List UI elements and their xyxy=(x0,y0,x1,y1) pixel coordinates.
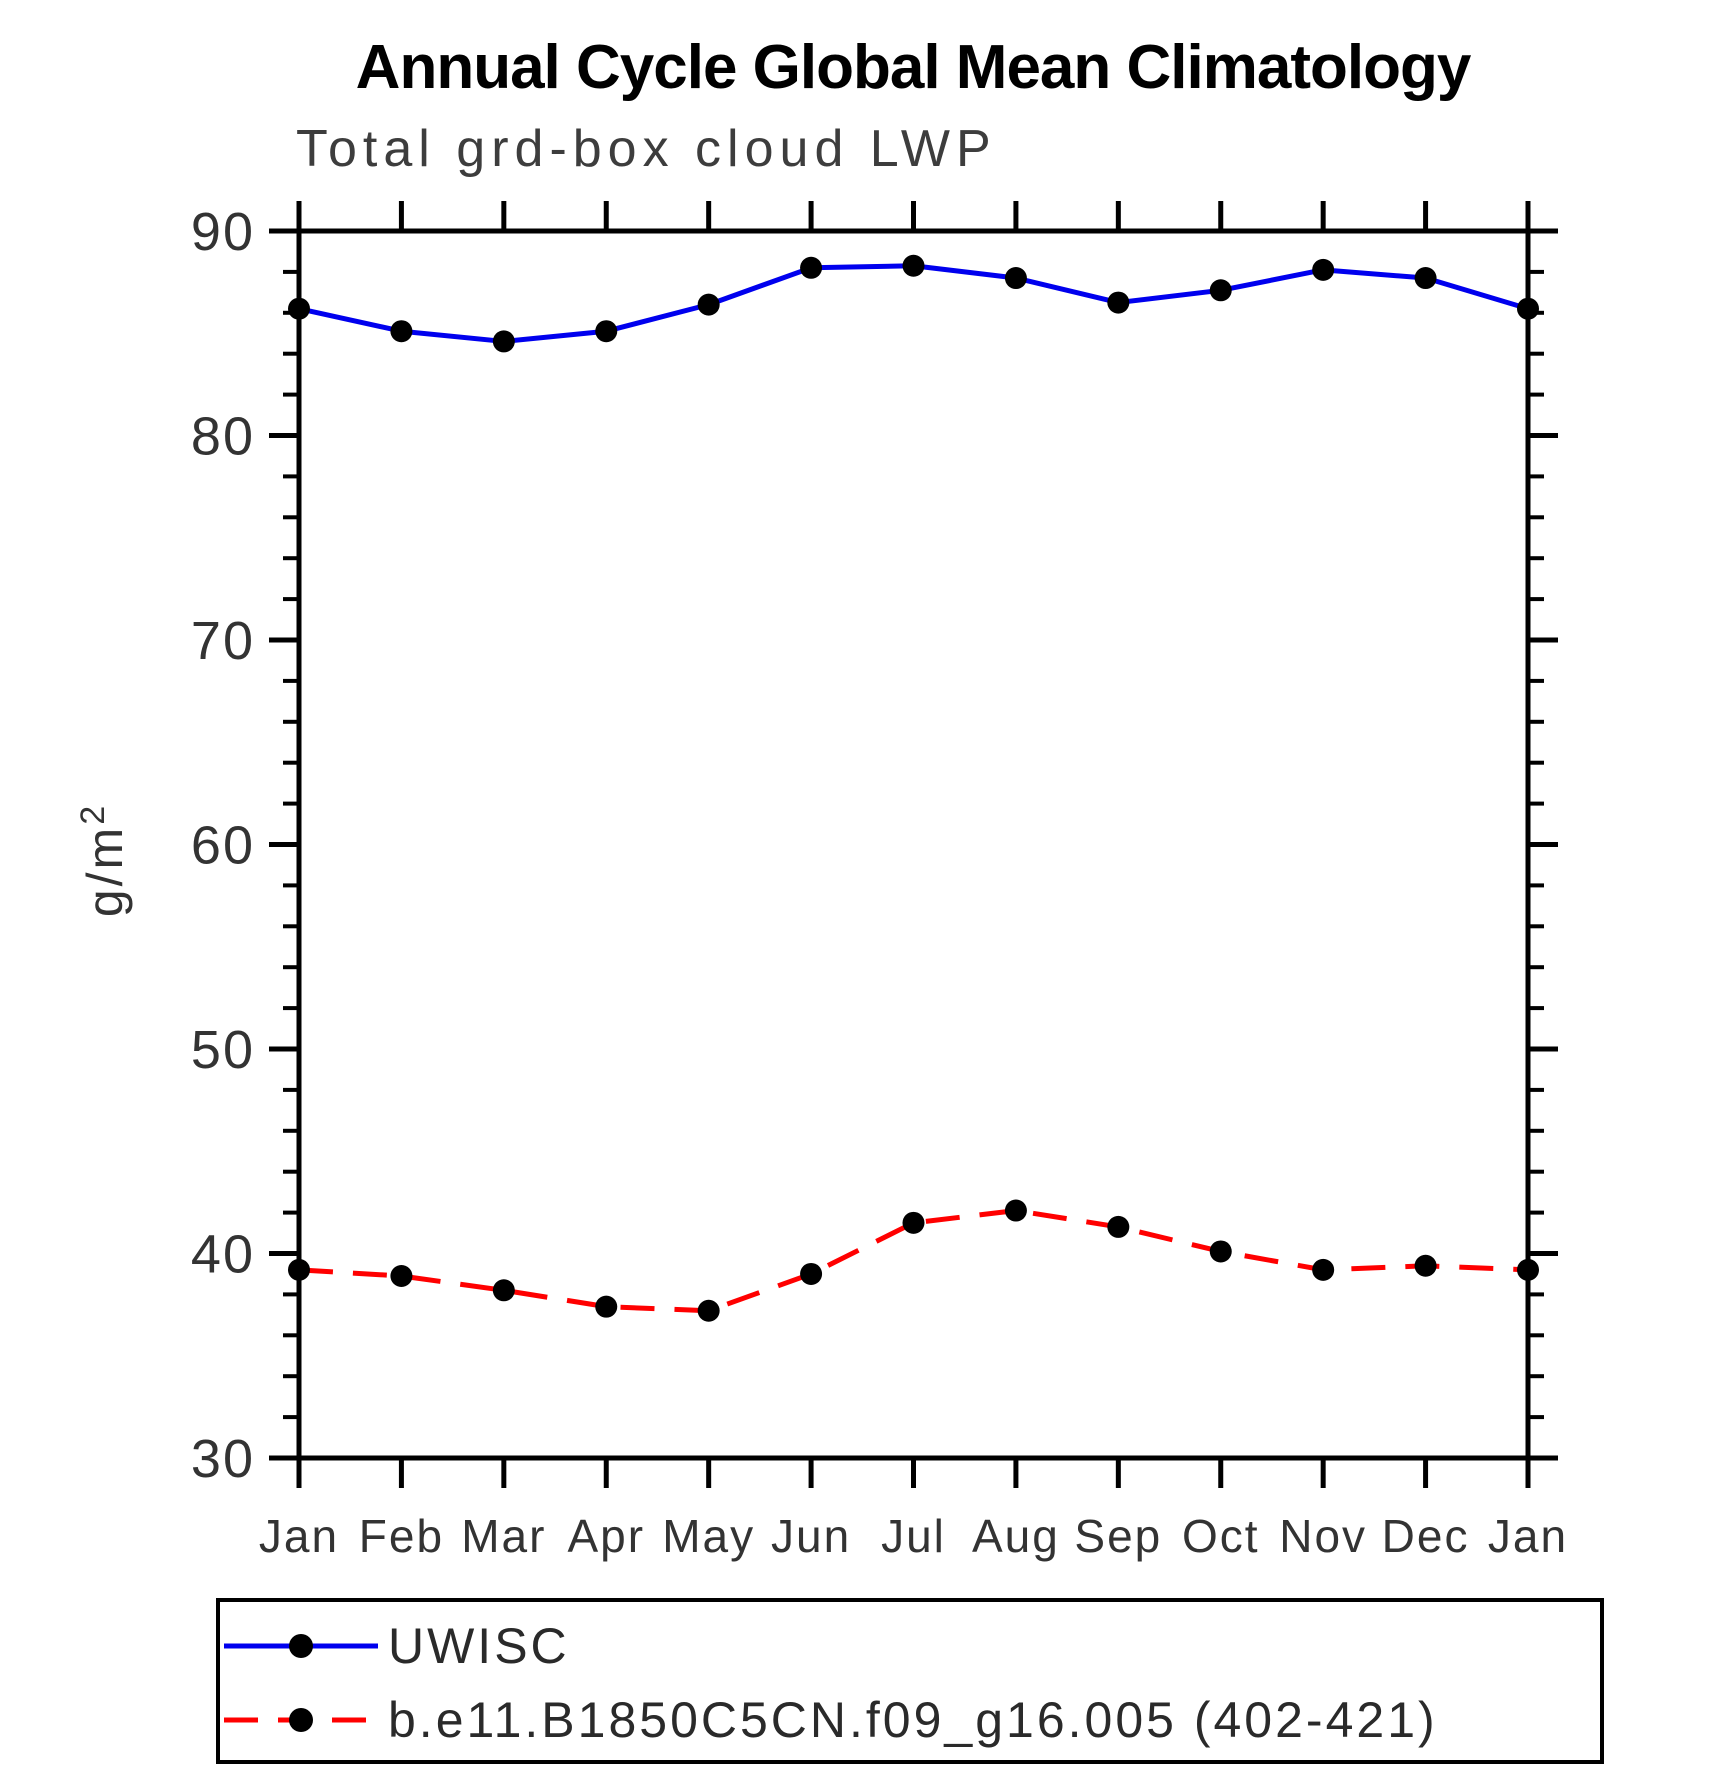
y-tick-label: 30 xyxy=(191,1429,255,1489)
data-point-0-Jan xyxy=(288,297,310,320)
legend-box xyxy=(216,1598,1604,1764)
y-tick-label: 60 xyxy=(191,815,255,875)
plot-frame xyxy=(296,228,1531,1461)
data-point-1-Aug xyxy=(1004,1199,1027,1222)
data-point-1-Jan xyxy=(288,1258,310,1281)
data-point-0-Aug xyxy=(1004,267,1027,290)
x-tick-label: Apr xyxy=(567,1510,645,1562)
x-axis-tick-labels: Jan Feb Mar Apr May Jun Jul Aug Sep Oct Nov Dec Jan xyxy=(259,1510,1568,1562)
data-point-0-Mar xyxy=(492,330,515,353)
y-tick-label: 80 xyxy=(191,406,255,466)
y-axis-title: g/m2 xyxy=(74,803,133,917)
legend-label-uwisc: UWISC xyxy=(388,1618,570,1674)
y-tick-label: 90 xyxy=(191,202,255,262)
x-tick-label: Jun xyxy=(771,1510,851,1562)
data-point-0-Nov xyxy=(1312,258,1335,281)
axis-ticks xyxy=(269,201,1558,1488)
y-tick-label: 50 xyxy=(191,1020,255,1080)
data-point-1-Feb xyxy=(390,1264,413,1287)
x-tick-label: Jan xyxy=(1488,1510,1568,1562)
data-point-1-May xyxy=(697,1299,720,1322)
data-point-0-Sep xyxy=(1107,291,1130,314)
x-tick-label: Nov xyxy=(1279,1510,1367,1562)
legend-marker-0 xyxy=(289,1634,313,1658)
y-axis-title-base: g/m xyxy=(77,825,133,917)
x-tick-label: Oct xyxy=(1182,1510,1260,1562)
x-tick-label: Feb xyxy=(359,1510,444,1562)
chart-subtitle: Total grd-box cloud LWP xyxy=(296,120,997,178)
data-point-0-Jan xyxy=(1517,297,1539,320)
y-axis-tick-labels: 30 40 50 60 70 80 90 xyxy=(191,202,255,1489)
x-tick-label: Jul xyxy=(881,1510,946,1562)
data-point-1-Jan xyxy=(1517,1258,1539,1281)
legend-label-model: b.e11.B1850C5CN.f09_g16.005 (402-421) xyxy=(388,1692,1438,1748)
data-point-0-Apr xyxy=(595,320,618,343)
data-point-0-Oct xyxy=(1209,279,1232,302)
legend-marker-1 xyxy=(289,1708,313,1732)
y-tick-label: 40 xyxy=(191,1224,255,1284)
x-tick-label: Mar xyxy=(461,1510,546,1562)
x-tick-label: Sep xyxy=(1074,1510,1162,1562)
data-point-1-Oct xyxy=(1209,1240,1232,1263)
x-tick-label: May xyxy=(662,1510,755,1562)
y-tick-label: 70 xyxy=(191,611,255,671)
series-line-0 xyxy=(298,263,1529,344)
data-point-1-Jul xyxy=(902,1211,925,1234)
data-point-1-Nov xyxy=(1312,1258,1335,1281)
data-point-0-Dec xyxy=(1414,267,1437,290)
x-tick-label: Dec xyxy=(1382,1510,1470,1562)
data-point-1-Jun xyxy=(800,1262,823,1285)
data-point-0-Jul xyxy=(902,254,925,277)
data-point-0-Feb xyxy=(390,320,413,343)
data-point-1-Dec xyxy=(1414,1254,1437,1277)
data-point-0-Jun xyxy=(800,256,823,279)
chart-title: Annual Cycle Global Mean Climatology xyxy=(356,33,1472,102)
legend-samples xyxy=(216,1598,1604,1764)
x-tick-label: Jan xyxy=(259,1510,339,1562)
data-point-0-May xyxy=(697,293,720,316)
y-axis-title-exponent: 2 xyxy=(74,803,112,825)
data-point-1-Apr xyxy=(595,1295,618,1318)
data-point-1-Sep xyxy=(1107,1215,1130,1238)
data-point-1-Mar xyxy=(492,1279,515,1302)
data-series xyxy=(288,254,1539,1322)
x-tick-label: Aug xyxy=(972,1510,1060,1562)
plot-border xyxy=(296,228,1531,1461)
